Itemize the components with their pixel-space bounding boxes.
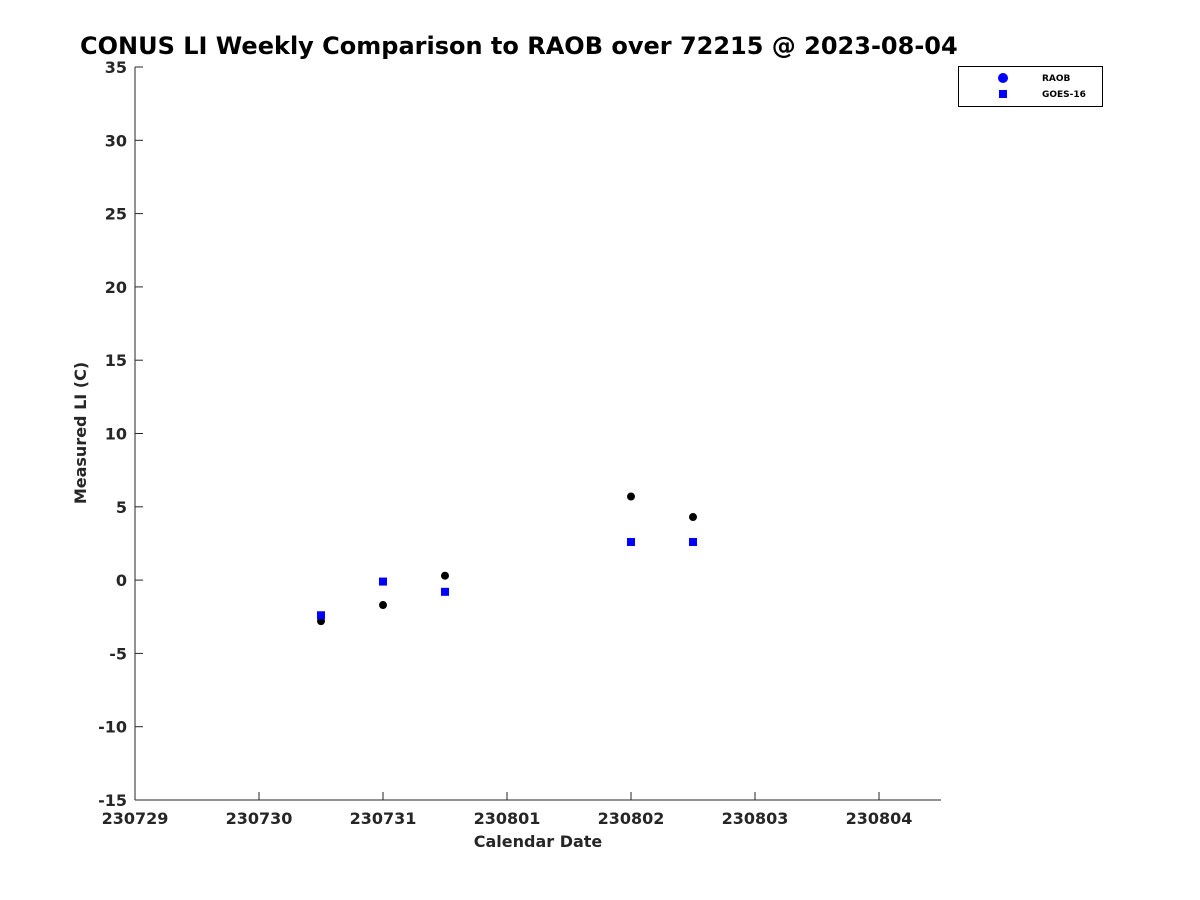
y-tick-label: 20	[105, 278, 127, 297]
y-tick-label: 5	[116, 498, 127, 517]
y-tick-label: 15	[105, 351, 127, 370]
y-tick-label: -5	[109, 644, 127, 663]
y-tick-label: 10	[105, 425, 127, 444]
plot-axes	[134, 67, 941, 801]
legend-goes16-marker	[999, 90, 1007, 98]
x-tick-label: 230802	[598, 809, 665, 828]
raob-point	[379, 601, 387, 610]
legend-label: GOES-16	[1042, 90, 1086, 100]
x-tick-label: 230801	[474, 809, 541, 828]
legend-box	[958, 66, 1103, 107]
y-tick-label: -15	[98, 791, 127, 810]
raob-point	[689, 513, 697, 522]
y-tick-label: 0	[116, 571, 127, 590]
y-tick-label: 30	[105, 131, 127, 150]
y-tick-label: 35	[105, 58, 127, 77]
raob-point	[627, 492, 635, 501]
chart-title: CONUS LI Weekly Comparison to RAOB over …	[80, 32, 958, 60]
y-axis-label: Measured LI (C)	[71, 362, 90, 504]
axis-ticks: -15 -10 -5 0 5 10 15 20 25 30 35 230729 230730 230731…	[98, 58, 912, 828]
x-tick-label: 230729	[102, 809, 169, 828]
y-tick-label: -10	[98, 718, 127, 737]
raob-point	[441, 571, 449, 580]
goes16-point	[379, 577, 387, 586]
goes16-point	[441, 587, 449, 596]
x-tick-label: 230804	[846, 809, 913, 828]
data-marks	[317, 492, 697, 626]
x-axis-label: Calendar Date	[474, 832, 603, 851]
goes16-point	[627, 537, 635, 546]
legend-label: RAOB	[1042, 74, 1071, 84]
goes16-point	[689, 537, 697, 546]
x-tick-label: 230730	[226, 809, 293, 828]
y-tick-label: 25	[105, 205, 127, 224]
x-tick-label: 230731	[350, 809, 417, 828]
x-tick-label: 230803	[722, 809, 789, 828]
goes16-point	[317, 611, 325, 620]
legend-raob-marker	[998, 73, 1008, 83]
legend: RAOB GOES-16	[958, 66, 1103, 107]
